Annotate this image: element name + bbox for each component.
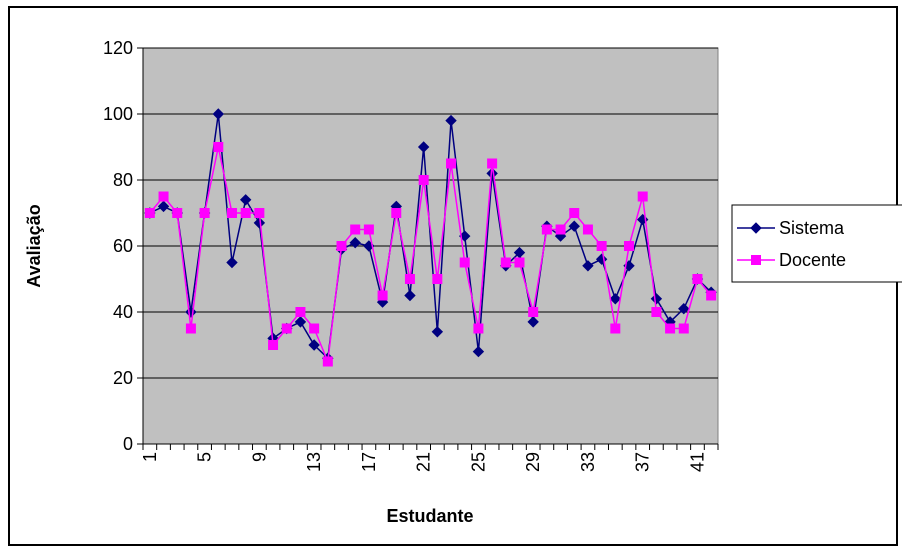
y-tick-label: 120	[103, 38, 133, 58]
data-point	[446, 158, 457, 169]
data-point	[239, 194, 252, 206]
y-axis-title: Avaliação	[24, 204, 44, 287]
data-point	[212, 108, 225, 120]
data-point	[294, 316, 307, 328]
y-tick-label: 100	[103, 104, 133, 124]
data-point	[240, 208, 251, 218]
legend-marker	[750, 222, 762, 234]
data-point	[253, 217, 266, 229]
data-point	[417, 141, 430, 153]
legend: Sistema Docente	[731, 204, 902, 283]
x-tick-label: 33	[578, 452, 598, 472]
data-point	[473, 323, 484, 334]
x-axis-title: Estudante	[386, 506, 473, 526]
legend-box	[731, 204, 902, 283]
y-tick-label: 80	[113, 170, 133, 190]
data-point	[582, 260, 594, 272]
data-point	[692, 274, 703, 284]
data-point	[582, 224, 593, 235]
data-point	[486, 167, 498, 180]
data-point	[172, 208, 183, 218]
data-point	[418, 175, 429, 185]
data-point	[349, 236, 361, 249]
data-point	[350, 224, 361, 235]
legend-marker	[751, 255, 761, 265]
data-point	[569, 208, 580, 218]
x-axis: 1 5 9 13 17 21 25 29 33 37 41	[140, 443, 719, 472]
data-point	[199, 208, 210, 218]
data-point	[568, 220, 580, 232]
data-point	[254, 208, 265, 218]
data-point	[555, 224, 566, 235]
data-point	[445, 114, 457, 127]
data-point	[213, 142, 224, 152]
data-point	[500, 257, 511, 268]
legend-item: Sistema	[737, 218, 845, 238]
x-tick-label: 17	[359, 452, 379, 472]
data-point	[665, 323, 676, 334]
series-docente	[144, 142, 717, 367]
data-point	[281, 323, 292, 334]
data-point	[226, 256, 238, 269]
data-point	[527, 316, 539, 328]
x-tick-label: 25	[468, 452, 488, 472]
x-tick-label: 5	[195, 452, 215, 462]
data-point	[432, 274, 443, 284]
data-point	[472, 345, 485, 358]
data-point	[336, 241, 347, 251]
x-tick-label: 37	[633, 452, 653, 472]
x-tick-label: 29	[523, 452, 543, 472]
data-point	[377, 290, 388, 301]
data-point	[226, 208, 237, 218]
data-point	[678, 323, 689, 334]
y-tick-label: 60	[113, 236, 133, 256]
series-layer	[144, 108, 717, 367]
y-tick-label: 0	[123, 434, 133, 454]
data-point	[157, 200, 170, 213]
data-point	[144, 208, 155, 218]
legend-label: Docente	[779, 250, 846, 270]
data-point	[514, 257, 525, 268]
x-tick-label: 41	[687, 452, 707, 472]
data-point	[706, 290, 717, 301]
data-point	[268, 340, 279, 350]
data-point	[528, 307, 539, 317]
data-point	[637, 191, 648, 202]
data-point	[459, 257, 470, 268]
y-tick-label: 40	[113, 302, 133, 322]
x-tick-label: 9	[249, 452, 269, 462]
data-point	[431, 326, 444, 338]
x-tick-label: 21	[414, 452, 434, 472]
data-point	[185, 323, 196, 334]
data-point	[678, 302, 690, 315]
data-point	[541, 224, 552, 235]
data-point	[322, 356, 333, 367]
y-axis: 0 20 40 60 80 100 120	[103, 38, 144, 454]
data-point	[624, 241, 635, 251]
legend-label: Sistema	[779, 218, 845, 238]
legend-item: Docente	[737, 250, 846, 270]
data-point	[158, 191, 169, 202]
data-point	[610, 323, 621, 334]
data-point	[308, 339, 320, 351]
data-point	[363, 224, 374, 235]
data-point	[609, 293, 622, 305]
data-point	[651, 307, 662, 317]
data-point	[391, 208, 402, 218]
x-tick-label: 13	[304, 452, 324, 472]
data-point	[295, 307, 306, 317]
data-point	[487, 158, 498, 169]
data-point	[404, 274, 415, 284]
data-point	[596, 241, 607, 251]
x-tick-label: 1	[140, 452, 160, 462]
data-point	[309, 323, 320, 334]
y-tick-label: 20	[113, 368, 133, 388]
data-point	[404, 289, 416, 302]
